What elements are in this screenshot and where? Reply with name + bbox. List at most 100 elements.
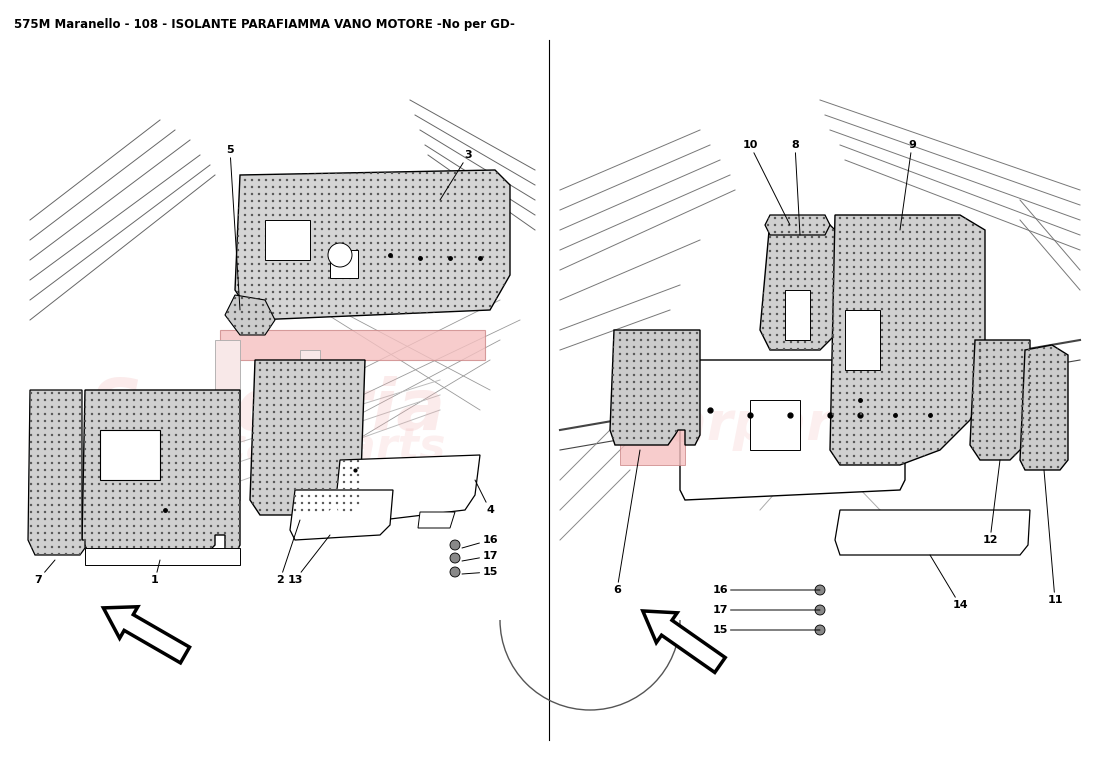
- Circle shape: [104, 504, 107, 506]
- Circle shape: [944, 461, 946, 465]
- Circle shape: [210, 497, 212, 499]
- Circle shape: [328, 298, 330, 300]
- Circle shape: [343, 404, 345, 406]
- Circle shape: [91, 532, 94, 534]
- Circle shape: [979, 398, 981, 400]
- Circle shape: [965, 385, 967, 387]
- Circle shape: [273, 446, 275, 448]
- Circle shape: [227, 318, 229, 320]
- Circle shape: [440, 263, 442, 265]
- Circle shape: [257, 214, 261, 216]
- Circle shape: [355, 192, 359, 196]
- Circle shape: [937, 364, 939, 366]
- Circle shape: [65, 483, 67, 485]
- Circle shape: [488, 284, 492, 286]
- Circle shape: [133, 399, 135, 401]
- Circle shape: [867, 385, 869, 387]
- Circle shape: [182, 483, 184, 485]
- Circle shape: [640, 352, 642, 356]
- Circle shape: [411, 298, 415, 300]
- Circle shape: [916, 315, 918, 317]
- Circle shape: [104, 399, 107, 401]
- Circle shape: [950, 385, 954, 387]
- Circle shape: [965, 441, 967, 443]
- Circle shape: [356, 383, 360, 385]
- Circle shape: [223, 476, 227, 478]
- Circle shape: [881, 406, 883, 408]
- Circle shape: [133, 518, 135, 520]
- Circle shape: [133, 532, 135, 534]
- Circle shape: [315, 502, 317, 504]
- Circle shape: [1028, 424, 1031, 426]
- Circle shape: [894, 461, 898, 465]
- Text: Scuderia: Scuderia: [90, 376, 447, 445]
- Circle shape: [482, 263, 484, 265]
- Circle shape: [175, 532, 177, 534]
- Circle shape: [496, 228, 498, 230]
- Circle shape: [881, 216, 883, 220]
- Circle shape: [846, 364, 848, 366]
- Circle shape: [902, 427, 904, 429]
- Circle shape: [923, 434, 925, 436]
- Circle shape: [356, 481, 360, 483]
- Circle shape: [1057, 368, 1059, 370]
- Circle shape: [979, 385, 981, 387]
- Circle shape: [287, 453, 289, 455]
- Circle shape: [846, 259, 848, 261]
- Circle shape: [140, 448, 142, 450]
- Circle shape: [370, 172, 372, 174]
- Circle shape: [1021, 349, 1023, 351]
- Circle shape: [873, 294, 877, 296]
- Circle shape: [334, 228, 338, 230]
- Circle shape: [971, 433, 975, 435]
- Circle shape: [993, 363, 996, 365]
- Circle shape: [307, 270, 309, 272]
- Circle shape: [881, 455, 883, 457]
- Circle shape: [832, 327, 834, 329]
- Circle shape: [860, 455, 862, 457]
- Circle shape: [503, 270, 505, 272]
- Circle shape: [342, 284, 344, 286]
- Circle shape: [674, 416, 678, 418]
- Circle shape: [384, 186, 386, 188]
- Circle shape: [804, 284, 806, 288]
- Circle shape: [979, 448, 981, 450]
- Circle shape: [986, 384, 988, 386]
- Circle shape: [79, 518, 81, 520]
- Circle shape: [916, 287, 918, 289]
- Circle shape: [91, 448, 94, 450]
- Circle shape: [202, 413, 206, 415]
- Circle shape: [363, 312, 365, 314]
- Circle shape: [217, 511, 219, 513]
- Circle shape: [450, 540, 460, 550]
- Circle shape: [930, 308, 932, 310]
- Circle shape: [696, 381, 698, 383]
- Circle shape: [273, 495, 275, 497]
- Circle shape: [300, 199, 302, 203]
- Circle shape: [133, 497, 135, 499]
- Circle shape: [363, 186, 365, 188]
- Circle shape: [293, 186, 295, 188]
- Circle shape: [343, 432, 345, 434]
- Circle shape: [266, 509, 268, 511]
- Circle shape: [647, 409, 649, 411]
- Circle shape: [626, 359, 628, 363]
- Circle shape: [363, 214, 365, 216]
- Circle shape: [336, 362, 338, 364]
- Circle shape: [503, 242, 505, 244]
- Circle shape: [278, 192, 282, 196]
- Circle shape: [661, 402, 663, 404]
- Circle shape: [182, 511, 184, 513]
- Circle shape: [30, 461, 32, 465]
- Circle shape: [1006, 349, 1009, 351]
- Circle shape: [783, 306, 785, 308]
- Circle shape: [632, 388, 635, 390]
- Circle shape: [696, 359, 698, 363]
- Circle shape: [300, 383, 304, 385]
- Circle shape: [336, 509, 338, 511]
- Circle shape: [336, 488, 338, 490]
- Circle shape: [265, 179, 267, 181]
- Circle shape: [860, 420, 862, 422]
- Circle shape: [321, 199, 323, 203]
- Circle shape: [689, 346, 691, 348]
